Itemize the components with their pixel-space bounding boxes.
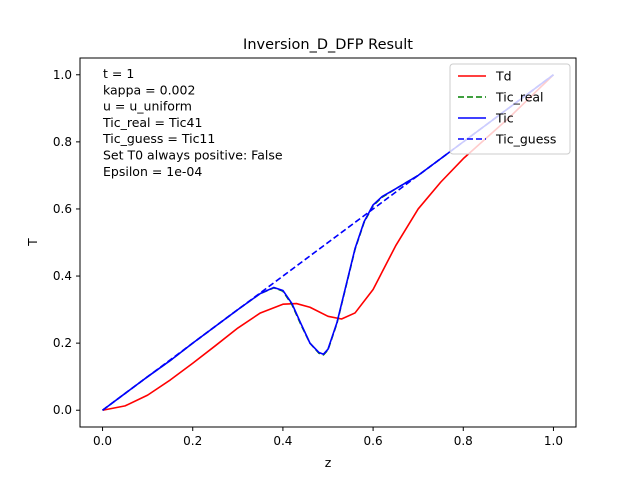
- annotation-line: Tic_real = Tic41: [102, 115, 202, 130]
- y-tick-label: 0.0: [53, 403, 72, 417]
- x-tick-label: 0.0: [93, 434, 112, 448]
- legend-box: [449, 63, 571, 155]
- x-axis: 0.0 0.2 0.4 0.6 0.8 1.0: [93, 427, 563, 448]
- annotation-line: Tic_guess = Tic11: [102, 131, 215, 146]
- y-tick-label: 0.2: [53, 336, 72, 350]
- plot-area-frame: [79, 57, 577, 428]
- x-axis-label: z: [325, 455, 332, 470]
- legend-label: Tic_guess: [495, 132, 556, 147]
- x-tick-label: 0.6: [364, 434, 383, 448]
- legend-label: Tic_real: [495, 90, 544, 105]
- annotation-line: u = u_uniform: [103, 99, 192, 114]
- y-tick-label: 0.8: [53, 135, 72, 149]
- x-tick-label: 0.8: [454, 434, 473, 448]
- annotation-line: Epsilon = 1e-04: [103, 164, 202, 179]
- y-tick-label: 0.4: [53, 269, 72, 283]
- y-tick-label: 1.0: [53, 68, 72, 82]
- y-tick-label: 0.6: [53, 202, 72, 216]
- annotation-line: t = 1: [103, 66, 134, 81]
- legend: Td Tic_real Tic Tic_guess: [449, 63, 571, 155]
- y-axis-label: T: [25, 238, 40, 247]
- annotation-line: kappa = 0.002: [103, 82, 195, 97]
- x-tick-label: 0.2: [183, 434, 202, 448]
- x-tick-label: 1.0: [544, 434, 563, 448]
- legend-label: Tic: [495, 111, 514, 126]
- x-tick-label: 0.4: [273, 434, 292, 448]
- chart-title: Inversion_D_DFP Result: [243, 37, 413, 53]
- legend-label: Td: [495, 69, 512, 84]
- annotation-line: Set T0 always positive: False: [103, 148, 283, 163]
- y-axis: 0.0 0.2 0.4 0.6 0.8 1.0: [53, 68, 80, 417]
